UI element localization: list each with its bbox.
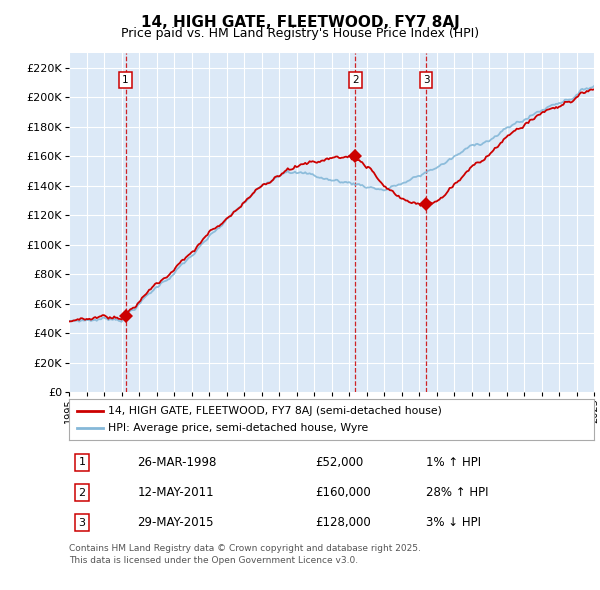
Text: 14, HIGH GATE, FLEETWOOD, FY7 8AJ (semi-detached house): 14, HIGH GATE, FLEETWOOD, FY7 8AJ (semi-…: [109, 406, 442, 416]
Text: 3% ↓ HPI: 3% ↓ HPI: [426, 516, 481, 529]
Text: 29-MAY-2015: 29-MAY-2015: [137, 516, 214, 529]
Text: HPI: Average price, semi-detached house, Wyre: HPI: Average price, semi-detached house,…: [109, 423, 368, 433]
Text: 14, HIGH GATE, FLEETWOOD, FY7 8AJ: 14, HIGH GATE, FLEETWOOD, FY7 8AJ: [140, 15, 460, 30]
Text: Contains HM Land Registry data © Crown copyright and database right 2025.
This d: Contains HM Land Registry data © Crown c…: [69, 544, 421, 565]
Text: £52,000: £52,000: [316, 456, 364, 469]
Text: 3: 3: [423, 75, 430, 84]
Text: 28% ↑ HPI: 28% ↑ HPI: [426, 486, 488, 499]
Text: 2: 2: [79, 488, 86, 497]
Text: 1: 1: [79, 457, 86, 467]
Text: Price paid vs. HM Land Registry's House Price Index (HPI): Price paid vs. HM Land Registry's House …: [121, 27, 479, 40]
Text: 26-MAR-1998: 26-MAR-1998: [137, 456, 217, 469]
Text: 1: 1: [122, 75, 129, 84]
Text: £128,000: £128,000: [316, 516, 371, 529]
Text: 2: 2: [352, 75, 359, 84]
Text: £160,000: £160,000: [316, 486, 371, 499]
Text: 12-MAY-2011: 12-MAY-2011: [137, 486, 214, 499]
Text: 1% ↑ HPI: 1% ↑ HPI: [426, 456, 481, 469]
Text: 3: 3: [79, 518, 86, 528]
